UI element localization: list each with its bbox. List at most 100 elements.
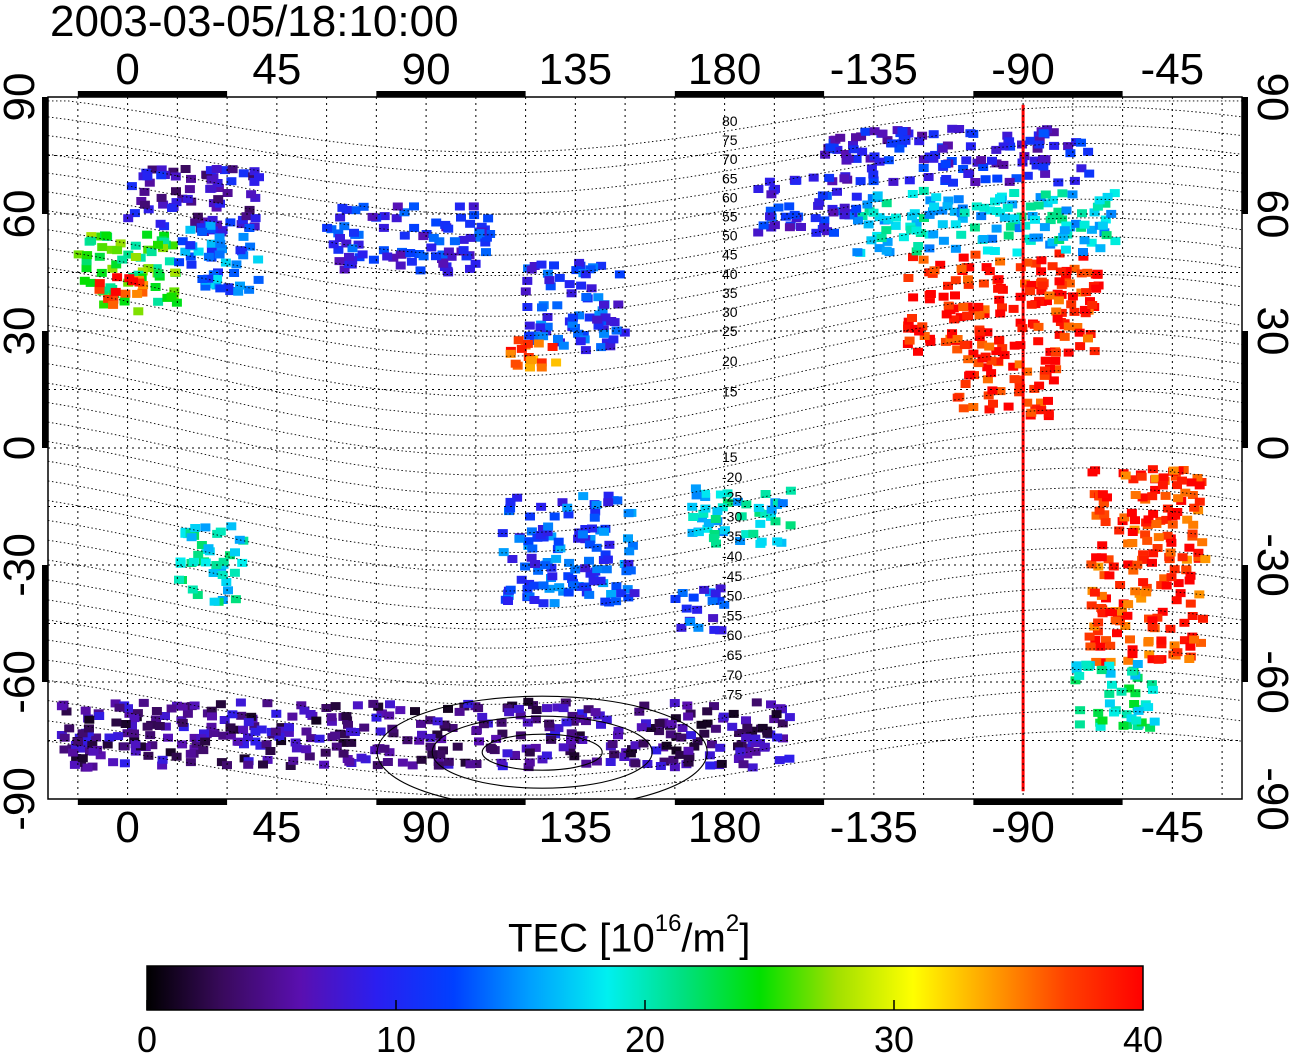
tec-cell bbox=[688, 593, 699, 602]
tec-cell bbox=[877, 129, 888, 138]
mlat-contour bbox=[48, 100, 1242, 153]
tec-cell bbox=[874, 244, 885, 253]
tec-cell bbox=[613, 731, 623, 740]
tec-cell bbox=[339, 222, 350, 231]
tec-cell bbox=[1159, 574, 1170, 583]
tec-cell bbox=[810, 214, 821, 223]
tec-cell bbox=[129, 729, 139, 738]
tec-cell bbox=[431, 252, 441, 261]
tec-cell bbox=[214, 250, 225, 259]
tec-cell bbox=[177, 237, 188, 246]
tec-cell bbox=[510, 359, 521, 368]
tec-cell bbox=[1069, 264, 1080, 273]
tec-cell bbox=[589, 577, 600, 586]
tec-cell bbox=[1036, 398, 1046, 407]
tec-cell bbox=[392, 202, 403, 211]
tec-cell bbox=[1011, 174, 1022, 183]
lat-tick-left: 60 bbox=[0, 190, 44, 239]
tec-cell bbox=[991, 224, 1002, 233]
border-bar bbox=[42, 97, 48, 214]
tec-cell bbox=[719, 600, 730, 609]
tec-cell bbox=[235, 246, 246, 255]
tec-cell bbox=[974, 333, 985, 341]
tec-cell bbox=[564, 558, 575, 567]
tec-region-canada bbox=[852, 186, 1121, 257]
tec-cell bbox=[253, 275, 264, 284]
tec-cell bbox=[1131, 716, 1142, 725]
tec-cell bbox=[1147, 655, 1158, 664]
tec-cell bbox=[611, 326, 622, 335]
mlat-label: -60 bbox=[722, 627, 742, 643]
tec-cell bbox=[151, 707, 162, 715]
tec-cell bbox=[177, 740, 188, 749]
tec-cell bbox=[236, 711, 247, 720]
tec-cell bbox=[624, 547, 635, 556]
tec-cell bbox=[142, 172, 153, 181]
tec-cell bbox=[755, 519, 766, 528]
tec-cell bbox=[866, 164, 877, 173]
tec-cell bbox=[1117, 607, 1127, 616]
tec-cell bbox=[596, 343, 607, 352]
tec-cell bbox=[525, 512, 535, 521]
tec-cell bbox=[333, 245, 344, 254]
mlat-contour bbox=[48, 408, 1242, 496]
border-bar bbox=[42, 331, 48, 448]
tec-cell bbox=[530, 715, 541, 724]
tec-cell bbox=[465, 264, 475, 273]
tec-cell bbox=[907, 314, 917, 322]
tec-cell bbox=[84, 724, 94, 733]
tec-cell bbox=[226, 177, 237, 186]
tec-cell bbox=[991, 207, 1002, 215]
tec-cell bbox=[536, 363, 547, 372]
tec-cell bbox=[526, 265, 537, 274]
tec-cell bbox=[371, 713, 382, 722]
tec-cell bbox=[547, 572, 558, 581]
tec-cell bbox=[978, 279, 989, 288]
tec-cell bbox=[476, 222, 487, 231]
tec-cell bbox=[171, 187, 181, 196]
tec-cell bbox=[995, 387, 1006, 396]
tec-cell bbox=[958, 303, 969, 311]
tec-cell bbox=[1065, 149, 1076, 158]
tec-cell bbox=[1153, 655, 1164, 664]
tec-cell bbox=[1143, 515, 1154, 524]
tec-cell bbox=[71, 754, 82, 762]
tec-cell bbox=[344, 252, 354, 261]
tec-cell bbox=[512, 493, 523, 502]
tec-cell bbox=[86, 232, 97, 241]
tec-cell bbox=[225, 731, 236, 740]
tec-cell bbox=[146, 248, 157, 257]
tec-cell bbox=[583, 705, 594, 714]
tec-cell bbox=[80, 706, 91, 715]
mlat-contour bbox=[48, 428, 1242, 515]
tec-cell bbox=[1170, 472, 1181, 481]
tec-cell bbox=[687, 502, 698, 511]
tec-cell bbox=[1181, 565, 1192, 574]
tec-cell bbox=[347, 244, 358, 253]
tec-cell bbox=[1044, 291, 1055, 300]
tec-cell bbox=[230, 595, 241, 604]
tec-cell bbox=[185, 758, 196, 767]
tec-cell bbox=[984, 342, 995, 351]
tec-cell bbox=[654, 719, 665, 727]
tec-cell bbox=[1040, 190, 1051, 199]
tec-cell bbox=[1161, 515, 1172, 524]
tec-cell bbox=[917, 131, 928, 140]
tec-cell bbox=[907, 212, 917, 221]
tec-cell bbox=[977, 340, 988, 349]
mlat-contour bbox=[48, 689, 1242, 761]
tec-cell bbox=[1109, 708, 1120, 717]
tec-region-taiwan bbox=[505, 336, 562, 372]
tec-cell bbox=[120, 289, 131, 298]
tec-cell bbox=[1050, 348, 1061, 357]
tec-cell bbox=[1104, 699, 1115, 708]
tec-cell bbox=[1182, 515, 1193, 524]
tec-cell bbox=[478, 720, 489, 729]
tec-cell bbox=[1179, 618, 1190, 627]
tec-cell bbox=[1178, 466, 1189, 474]
mlat-contour bbox=[48, 143, 1242, 215]
mlat-label: 55 bbox=[722, 209, 738, 225]
tec-cell bbox=[973, 302, 984, 311]
tec-cell bbox=[1030, 259, 1041, 268]
tec-cell bbox=[1092, 627, 1103, 636]
